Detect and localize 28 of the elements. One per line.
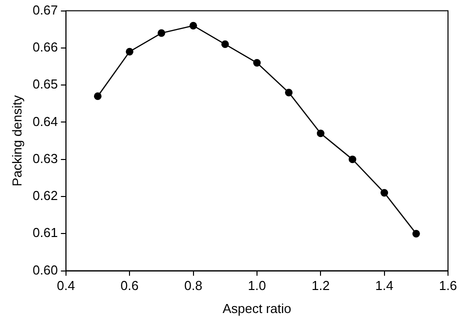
point [189, 22, 198, 30]
point [94, 92, 102, 100]
y-tick-label: 0.67 [32, 2, 58, 18]
x-tick-label: 1.0 [248, 278, 266, 294]
y-tick-label: 0.63 [32, 150, 58, 166]
x-tick-label: 1.2 [312, 278, 330, 294]
x-tick-label: 0.4 [56, 278, 75, 294]
point [348, 156, 356, 164]
point [126, 48, 134, 56]
y-axis-title: Packing density [9, 94, 24, 186]
point [253, 59, 261, 67]
x-axis-title: Aspect ratio [222, 300, 292, 316]
x-tick-label: 0.6 [120, 278, 139, 294]
point [221, 40, 229, 48]
y-tick-label: 0.62 [32, 188, 58, 204]
point [380, 189, 388, 197]
y-tick-label: 0.61 [32, 225, 58, 240]
y-tick-label: 0.65 [32, 76, 58, 92]
x-tick-label: 1.4 [375, 278, 394, 294]
point [316, 130, 324, 138]
point [284, 88, 293, 96]
point [158, 29, 166, 37]
x-tick-label: 0.8 [184, 278, 202, 294]
y-tick-label: 0.66 [32, 40, 58, 55]
y-tick-label: 0.60 [32, 262, 58, 278]
point [412, 230, 420, 238]
y-tick-label: 0.64 [32, 114, 58, 129]
x-tick-label: 1.6 [438, 278, 458, 294]
